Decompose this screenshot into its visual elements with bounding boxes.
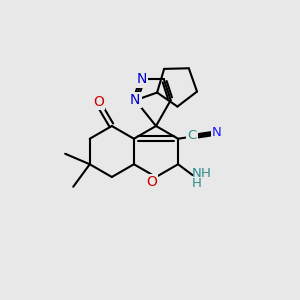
Text: O: O: [146, 176, 157, 189]
Text: C: C: [188, 129, 197, 142]
Text: H: H: [201, 167, 211, 180]
Text: O: O: [94, 95, 104, 109]
Text: N: N: [137, 73, 147, 86]
Text: H: H: [192, 177, 202, 190]
Text: N: N: [192, 167, 202, 180]
Text: N: N: [212, 126, 222, 139]
Text: N: N: [130, 93, 140, 107]
